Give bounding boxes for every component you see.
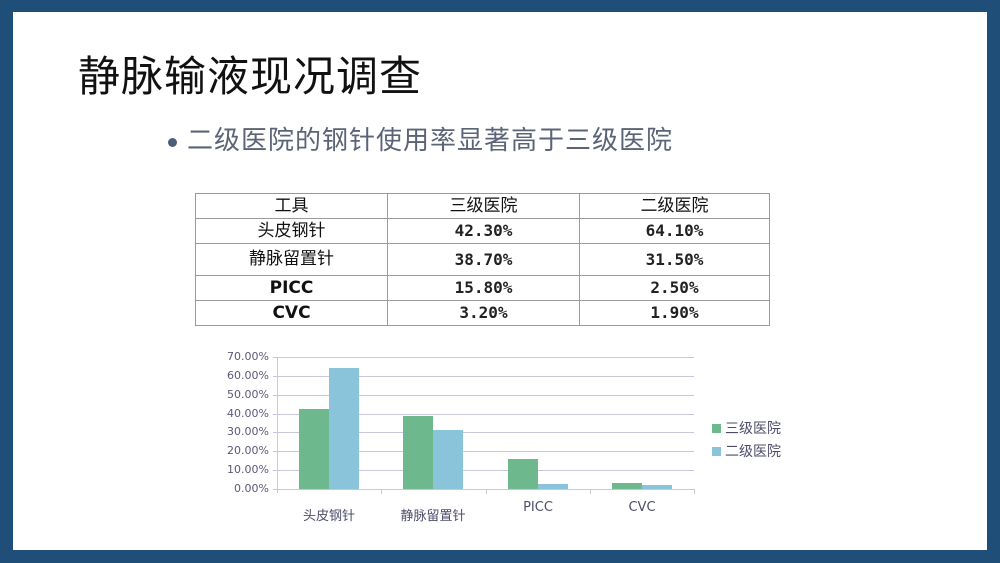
gridline [273,357,694,358]
legend-swatch-icon [712,423,721,433]
table-cell-value: 42.30% [387,218,580,244]
gridline [273,376,694,377]
bar-secondary [642,485,672,489]
bar-secondary [433,430,463,489]
table-header-cell: 二级医院 [579,193,770,219]
table-header-row: 工具 三级医院 二级医院 [195,193,770,219]
bar-tertiary [299,409,329,489]
y-tick-label: 0.00% [234,482,269,495]
gridline [273,432,694,433]
legend-label: 三级医院 [725,421,781,437]
bar-tertiary [612,483,642,489]
y-tick-label: 30.00% [227,425,269,438]
table-cell-value: 3.20% [387,300,580,326]
bar-secondary [329,368,359,489]
x-category-label: 静脉留置针 [400,509,466,524]
x-tick [590,489,591,494]
legend-item: 三级医院 [712,418,781,438]
y-tick-label: 60.00% [227,369,269,382]
table-row: 头皮钢针 42.30% 64.10% [195,218,770,244]
x-category-label: CVC [628,500,656,515]
bar-tertiary [403,416,433,489]
table-row: 静脉留置针 38.70% 31.50% [195,243,770,276]
table-cell-tool: 头皮钢针 [195,218,388,244]
gridline [273,451,694,452]
y-tick-label: 70.00% [227,350,269,363]
data-table: 工具 三级医院 二级医院 头皮钢针 42.30% 64.10% 静脉留置针 38… [195,193,770,326]
table-cell-value: 2.50% [579,275,770,301]
x-category-label: PICC [523,500,553,515]
gridline [273,470,694,471]
gridline [273,414,694,415]
table-row: PICC 15.80% 2.50% [195,275,770,301]
x-tick [381,489,382,494]
bullet-dot-icon [168,137,177,147]
gridline [273,395,694,396]
table-cell-value: 15.80% [387,275,580,301]
y-tick-label: 10.00% [227,463,269,476]
table-cell-value: 1.90% [579,300,770,326]
x-category-label: 头皮钢针 [302,509,355,524]
legend-swatch-icon [712,446,721,456]
table-header-cell: 三级医院 [387,193,580,219]
table-row: CVC 3.20% 1.90% [195,300,770,326]
table-cell-tool: PICC [195,275,388,301]
table-cell-value: 38.70% [387,243,580,276]
x-tick [486,489,487,494]
legend-item: 二级医院 [712,441,781,461]
legend-label: 二级医院 [725,444,781,460]
y-axis-line [277,357,278,493]
y-tick-label: 50.00% [227,388,269,401]
bar-secondary [538,484,568,489]
gridline [273,489,694,490]
y-tick-label: 20.00% [227,444,269,457]
table-cell-tool: CVC [195,300,388,326]
table-cell-value: 31.50% [579,243,770,276]
bar-tertiary [508,459,538,489]
bullet-text: 二级医院的钢针使用率显著高于三级医院 [187,126,674,156]
slide-title: 静脉输液现况调查 [78,52,423,101]
table-header-cell: 工具 [195,193,388,219]
bullet-point: 二级医院的钢针使用率显著高于三级医院 [168,128,673,154]
x-tick [694,489,695,494]
table-cell-value: 64.10% [579,218,770,244]
y-tick-label: 40.00% [227,407,269,420]
table-cell-tool: 静脉留置针 [195,243,388,276]
